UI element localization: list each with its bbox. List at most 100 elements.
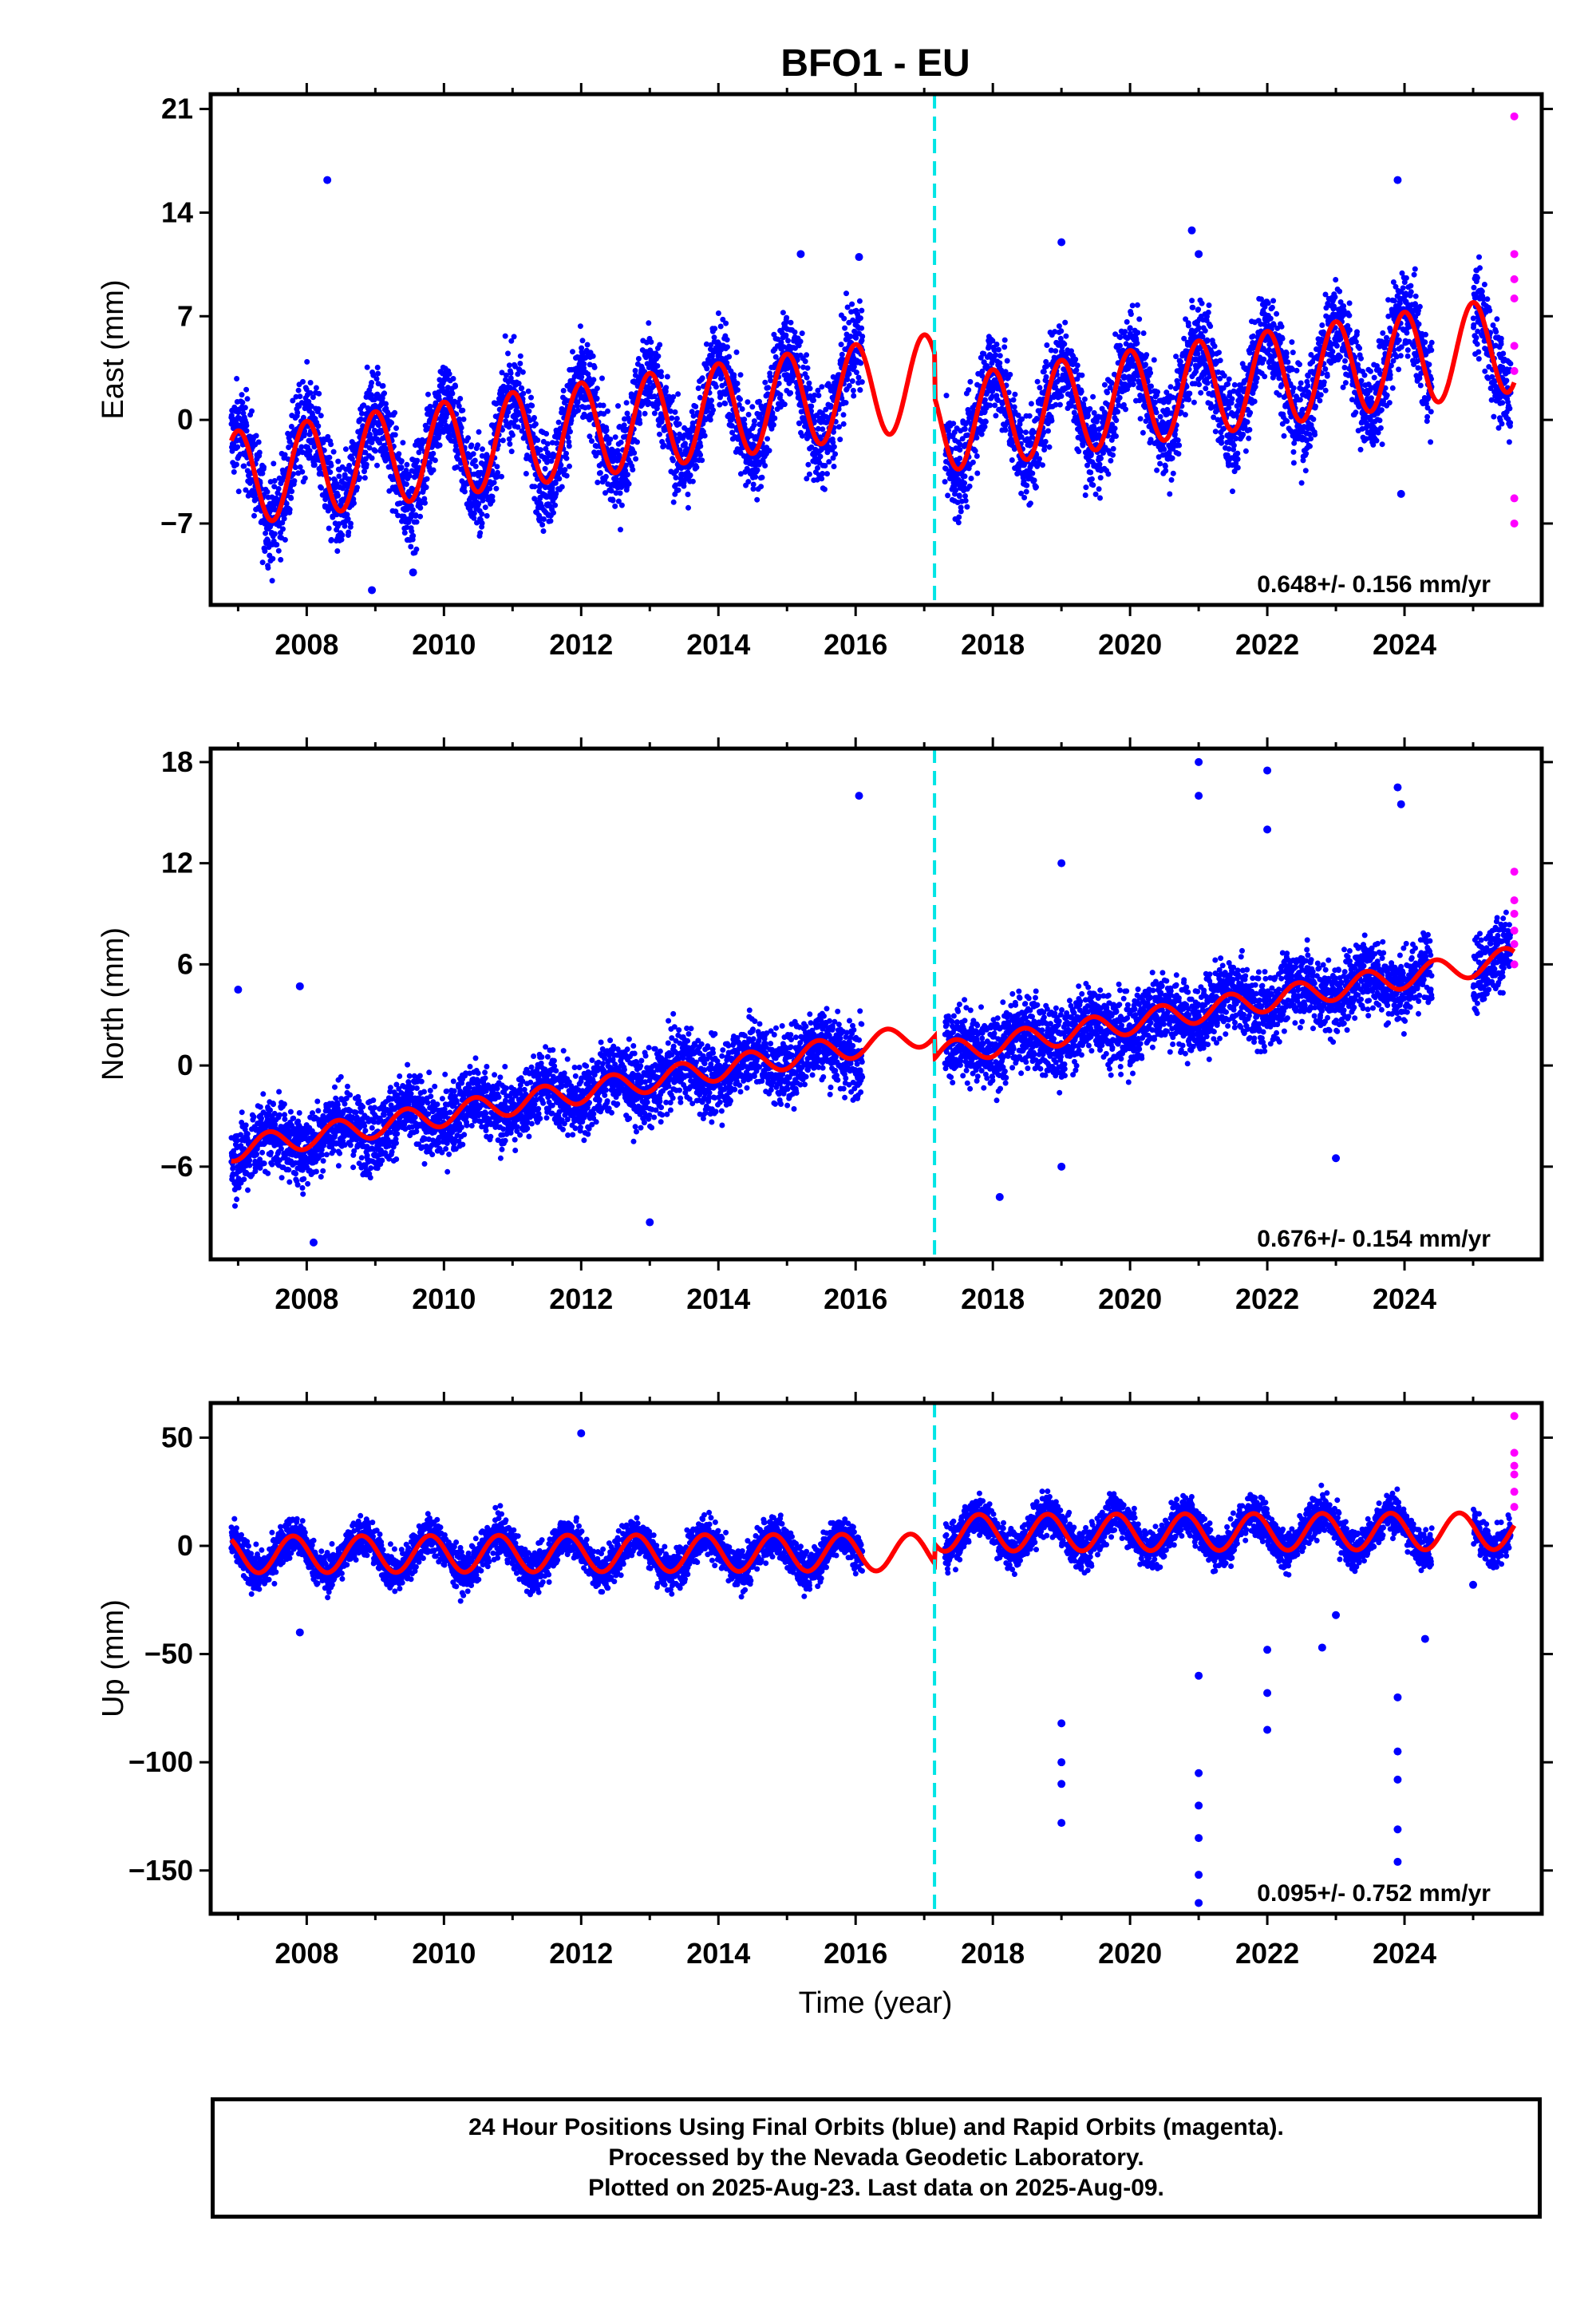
east-rapid-point-5 [1510,366,1519,375]
east-outlier-point-4 [855,253,863,262]
north-model-line [231,946,1516,1164]
east-ylabel: East (mm) [97,279,130,419]
north-rapid-point-0 [1510,868,1519,876]
up-ytick-label-0: −150 [128,1854,193,1887]
north-xtick-label-1: 2010 [412,1282,476,1315]
up-outlier-point-23 [1469,1580,1478,1589]
up-outlier-point-17 [1393,1693,1402,1701]
north-model-curve [231,946,1516,1164]
north-outlier-point-4 [855,792,863,800]
north-xtick-label-4: 2016 [824,1282,887,1315]
up-xtick-label-2: 2012 [549,1937,613,1970]
north-outlier-point-13 [1393,783,1402,792]
up-rapid-point-3 [1510,1470,1519,1479]
up-outlier-point-9 [1195,1871,1203,1879]
up-rate: 0.095+/- 0.752 mm/yr [1257,1880,1491,1907]
up-outlier-point-19 [1393,1775,1402,1784]
north-outlier-point-6 [1057,859,1066,868]
east-rate: 0.648+/- 0.156 mm/yr [1257,571,1491,598]
east-ytick-label-3: 14 [161,196,193,228]
north-outlier-point-0 [234,986,243,994]
north-outlier-point-2 [309,1238,318,1247]
north-outlier-point-7 [1057,1162,1066,1171]
east-ytick-label-2: 7 [177,299,193,332]
up-outlier-point-18 [1393,1747,1402,1756]
up-xtick-label-7: 2022 [1235,1937,1299,1970]
east-xtick-label-3: 2014 [686,628,750,661]
up-outlier-point-4 [1057,1780,1066,1788]
north-rapid-point-1 [1510,896,1519,905]
east-rapid-point-0 [1510,112,1519,121]
east-outlier-point-3 [796,250,805,259]
up-outlier-point-2 [1057,1719,1066,1728]
east-xtick-label-6: 2020 [1098,628,1162,661]
east-model-curve [229,300,1517,524]
east-ticks: −7 0 7 14 21 2008 2010 2012 2014 2016 2018 2020 2022… [160,83,1553,661]
up-model-line [229,1510,1517,1575]
north-xtick-label-0: 2008 [275,1282,338,1315]
east-outlier-point-1 [368,586,377,595]
north-xtick-label-3: 2014 [686,1282,750,1315]
east-rapid-point-2 [1510,275,1519,283]
east-outlier-point-0 [323,176,332,184]
up-outlier-point-13 [1263,1725,1272,1734]
up-rapid-point-4 [1510,1488,1519,1496]
east-rapid-point-7 [1510,519,1519,528]
east-ytick-label-0: −7 [160,507,193,539]
east-outlier-point-2 [409,568,417,577]
east-outlier-point-7 [1195,250,1203,259]
east-outlier-point-8 [1393,176,1402,184]
up-outlier-point-20 [1393,1825,1402,1834]
north-xtick-label-8: 2024 [1373,1282,1436,1315]
up-xtick-label-6: 2020 [1098,1937,1162,1970]
east-rapid-point-3 [1510,294,1519,302]
up-outlier-point-0 [577,1429,586,1437]
north-outlier-point-9 [1195,792,1203,800]
east-frame [208,92,1544,607]
up-xtick-label-8: 2024 [1373,1937,1436,1970]
up-outlier-point-15 [1317,1643,1326,1652]
up-ytick-label-1: −100 [128,1745,193,1778]
up-rapid-point-1 [1510,1448,1519,1457]
east-outlier-point-6 [1187,226,1196,235]
north-outlier-point-11 [1263,825,1272,834]
up-xtick-label-0: 2008 [275,1937,338,1970]
up-xtick-label-1: 2010 [412,1937,476,1970]
chart-title: BFO1 - EU [780,42,970,85]
east-xtick-label-0: 2008 [275,628,338,661]
east-points [228,112,1519,595]
up-ytick-label-2: −50 [144,1638,193,1670]
east-rapid-point-6 [1510,494,1519,503]
north-ytick-label-4: 18 [161,745,193,778]
up-outlier-point-11 [1195,1671,1203,1680]
north-ytick-label-0: −6 [160,1150,193,1183]
up-rapid-point-5 [1510,1503,1519,1512]
north-rapid-point-5 [1510,960,1519,969]
north-xtick-label-6: 2020 [1098,1282,1162,1315]
up-outlier-point-5 [1057,1819,1066,1828]
north-ytick-label-1: 0 [177,1049,193,1081]
up-outlier-point-16 [1332,1611,1341,1619]
east-panel: −7 0 7 14 21 2008 2010 2012 2014 2016 2018 2020 2022… [97,83,1553,661]
up-outlier-point-22 [1420,1634,1429,1643]
up-final-points [228,1482,1514,1604]
north-rapid-point-3 [1510,927,1519,935]
north-ylabel: North (mm) [97,927,130,1081]
up-outlier-point-1 [295,1628,304,1637]
north-outlier-point-3 [646,1218,654,1227]
north-panel: −6 0 6 12 18 2008 2010 2012 2014 2016 2018 2020 2022… [97,737,1553,1315]
footer-box: 24 Hour Positions Using Final Orbits (bl… [211,2097,1542,2219]
up-model-curve [229,1510,1517,1575]
up-outlier-point-3 [1057,1758,1066,1767]
up-ytick-label-4: 50 [161,1421,193,1453]
north-outlier-point-10 [1263,766,1272,775]
up-points [228,1412,1519,1907]
north-xtick-label-7: 2022 [1235,1282,1299,1315]
north-outlier-point-8 [1195,757,1203,766]
east-xtick-label-7: 2022 [1235,628,1299,661]
north-final-points [228,909,1514,1209]
east-xtick-label-2: 2012 [549,628,613,661]
up-xtick-label-3: 2014 [686,1937,750,1970]
up-outlier-point-8 [1195,1834,1203,1843]
